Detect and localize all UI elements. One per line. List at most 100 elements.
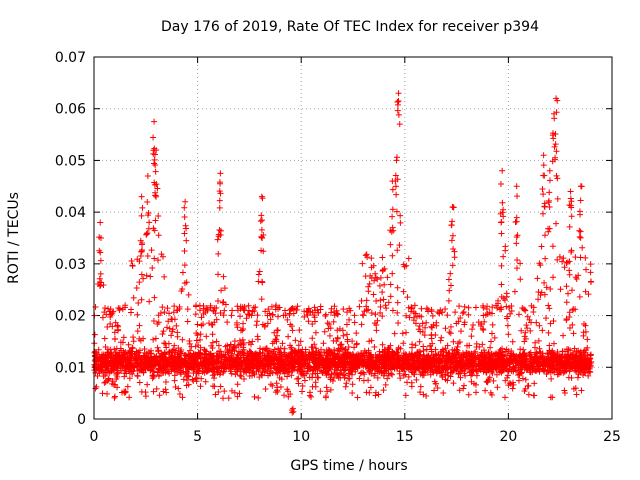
data-point xyxy=(130,338,137,345)
data-point xyxy=(535,296,542,303)
data-point xyxy=(243,315,250,322)
data-point xyxy=(97,257,104,264)
data-point xyxy=(382,381,389,388)
data-point xyxy=(405,255,412,262)
data-point xyxy=(197,344,204,351)
data-point xyxy=(429,324,436,331)
data-point xyxy=(159,330,166,337)
data-point xyxy=(239,327,246,334)
data-point xyxy=(349,390,356,397)
data-point xyxy=(184,318,191,325)
data-point xyxy=(389,371,396,378)
data-point xyxy=(262,308,269,315)
data-point xyxy=(456,303,463,310)
data-point xyxy=(546,189,553,196)
data-point xyxy=(292,337,299,344)
data-point xyxy=(556,253,563,260)
data-point xyxy=(171,377,178,384)
data-point xyxy=(499,345,506,352)
data-point xyxy=(539,185,546,192)
data-point xyxy=(383,305,390,312)
data-point xyxy=(252,304,259,311)
data-point xyxy=(194,321,201,328)
data-point xyxy=(172,384,179,391)
data-point xyxy=(267,381,274,388)
data-point xyxy=(431,387,438,394)
data-point xyxy=(372,270,379,277)
data-point xyxy=(281,392,288,399)
data-point xyxy=(545,302,552,309)
data-point xyxy=(276,304,283,311)
data-point xyxy=(513,183,520,190)
data-point xyxy=(567,188,574,195)
data-point xyxy=(129,262,136,269)
data-point xyxy=(429,312,436,319)
data-point xyxy=(438,334,445,341)
data-point xyxy=(337,341,344,348)
data-point xyxy=(97,219,104,226)
data-point xyxy=(164,305,171,312)
data-point xyxy=(351,312,358,319)
data-point xyxy=(173,322,180,329)
data-point xyxy=(551,115,558,122)
data-point xyxy=(459,310,466,317)
data-point xyxy=(491,334,498,341)
x-tick-label: 5 xyxy=(193,429,202,445)
data-point xyxy=(142,393,149,400)
data-point xyxy=(494,384,501,391)
x-tick-label: 25 xyxy=(603,429,621,445)
data-point xyxy=(503,290,510,297)
data-point xyxy=(560,255,567,262)
data-point xyxy=(447,323,454,330)
data-point xyxy=(228,312,235,319)
data-point xyxy=(397,212,404,219)
data-point xyxy=(368,255,375,262)
data-point xyxy=(215,271,222,278)
data-point xyxy=(192,343,199,350)
data-point xyxy=(262,386,269,393)
data-point xyxy=(255,394,262,401)
data-point xyxy=(133,285,140,291)
data-point xyxy=(473,389,480,396)
data-point xyxy=(342,383,349,390)
data-point xyxy=(514,256,521,263)
data-point xyxy=(143,272,150,279)
data-point xyxy=(487,338,494,345)
y-tick-label: 0.07 xyxy=(55,50,86,66)
data-point xyxy=(447,330,454,337)
data-point xyxy=(394,299,401,306)
data-point xyxy=(367,384,374,391)
data-point xyxy=(147,367,154,374)
data-point xyxy=(549,243,556,250)
data-point xyxy=(493,302,500,309)
data-point xyxy=(539,210,546,217)
data-point xyxy=(520,346,527,353)
data-point xyxy=(151,118,158,125)
data-point xyxy=(237,313,244,320)
data-point xyxy=(317,388,324,395)
data-point xyxy=(339,327,346,334)
data-point xyxy=(418,305,425,312)
data-point xyxy=(365,288,372,295)
data-point xyxy=(573,391,580,398)
data-point xyxy=(560,332,567,339)
data-point xyxy=(574,374,581,381)
data-point xyxy=(245,311,252,318)
data-point xyxy=(363,389,370,396)
data-point xyxy=(484,303,491,310)
data-point xyxy=(258,226,265,233)
data-point xyxy=(465,311,472,318)
data-point xyxy=(354,394,361,401)
data-point xyxy=(391,330,398,337)
data-point xyxy=(390,227,397,234)
data-point xyxy=(169,328,176,335)
data-point xyxy=(308,393,315,400)
data-point xyxy=(150,318,157,325)
data-point xyxy=(566,223,573,230)
data-point xyxy=(358,321,365,328)
data-point xyxy=(343,380,350,387)
data-point xyxy=(505,331,512,338)
data-point xyxy=(448,237,455,244)
data-point xyxy=(541,232,548,239)
data-point xyxy=(511,288,518,295)
